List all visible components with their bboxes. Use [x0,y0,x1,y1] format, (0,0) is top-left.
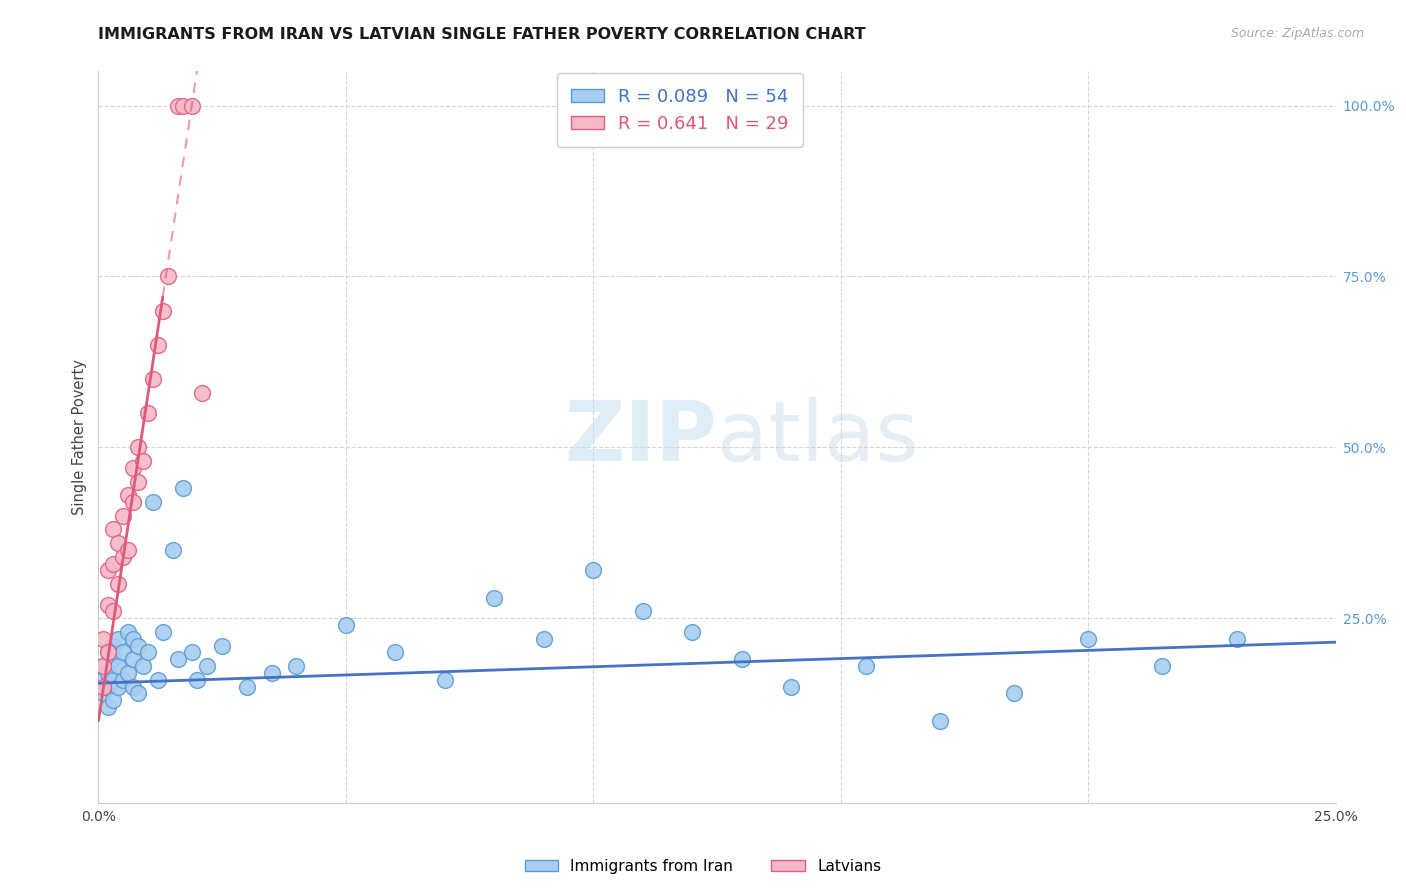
Point [731,652,754,666]
Point [433,673,456,687]
Point [582,563,605,577]
Point [117,542,139,557]
Point [112,508,135,523]
Point [107,680,129,694]
Point [117,488,139,502]
Point [132,659,155,673]
Point [1077,632,1099,646]
Point [103,693,125,707]
Text: Source: ZipAtlas.com: Source: ZipAtlas.com [1230,27,1364,40]
Point [533,632,555,646]
Point [1226,632,1249,646]
Point [93,632,115,646]
Text: IMMIGRANTS FROM IRAN VS LATVIAN SINGLE FATHER POVERTY CORRELATION CHART: IMMIGRANTS FROM IRAN VS LATVIAN SINGLE F… [98,27,866,42]
Point [156,269,179,284]
Point [1152,659,1174,673]
Text: ZIP: ZIP [565,397,717,477]
Point [136,406,159,420]
Point [97,665,120,680]
Point [127,639,149,653]
Point [260,665,283,680]
Point [112,645,135,659]
Point [112,673,135,687]
Point [103,673,125,687]
Point [236,680,259,694]
Point [195,659,218,673]
Point [122,495,145,509]
Point [97,563,120,577]
Point [103,522,125,536]
Point [166,652,188,666]
Point [93,659,115,673]
Point [93,673,115,687]
Point [928,714,950,728]
Point [142,372,165,386]
Point [112,549,135,564]
Point [146,338,169,352]
Text: atlas: atlas [717,397,918,477]
Point [97,645,120,659]
Point [132,454,155,468]
Point [107,577,129,591]
Point [97,680,120,694]
Point [122,460,145,475]
Point [181,98,204,112]
Point [384,645,406,659]
Point [103,604,125,618]
Point [146,673,169,687]
Point [127,686,149,700]
Point [127,475,149,489]
Point [1002,686,1025,700]
Point [162,542,184,557]
Point [172,98,194,112]
Point [107,536,129,550]
Point [142,495,165,509]
Point [186,673,208,687]
Point [122,680,145,694]
Point [136,645,159,659]
Point [107,659,129,673]
Point [152,303,174,318]
Point [855,659,877,673]
Legend: Immigrants from Iran, Latvians: Immigrants from Iran, Latvians [519,853,887,880]
Point [181,645,204,659]
Point [681,624,703,639]
Point [107,632,129,646]
Point [97,700,120,714]
Point [97,598,120,612]
Point [631,604,654,618]
Point [93,680,115,694]
Point [103,557,125,571]
Y-axis label: Single Father Poverty: Single Father Poverty [72,359,87,515]
Point [484,591,506,605]
Legend: R = 0.089   N = 54, R = 0.641   N = 29: R = 0.089 N = 54, R = 0.641 N = 29 [557,73,803,147]
Point [335,618,357,632]
Point [93,659,115,673]
Point [191,385,214,400]
Point [211,639,233,653]
Point [172,481,194,495]
Point [127,440,149,454]
Point [122,652,145,666]
Point [117,624,139,639]
Point [780,680,803,694]
Point [166,98,188,112]
Point [117,665,139,680]
Point [122,632,145,646]
Point [97,645,120,659]
Point [93,686,115,700]
Point [103,639,125,653]
Point [152,624,174,639]
Point [103,652,125,666]
Point [285,659,308,673]
